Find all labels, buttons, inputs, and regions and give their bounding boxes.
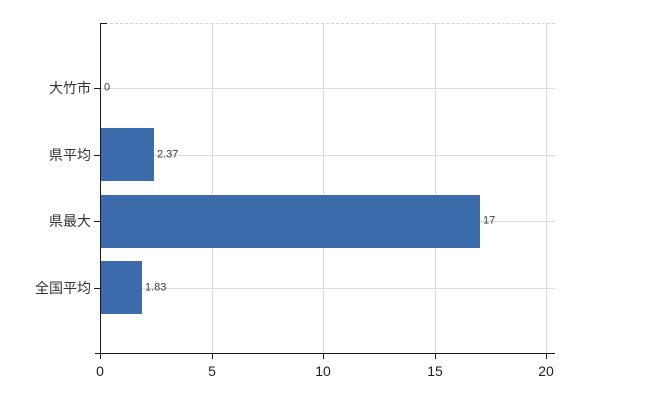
x-tick-label: 0: [96, 363, 104, 379]
x-tick-label: 20: [538, 363, 554, 379]
gridline-v: [435, 23, 436, 353]
value-label: 0: [104, 81, 111, 94]
y-axis-tick: [94, 155, 100, 156]
value-label: 1.83: [145, 281, 167, 294]
x-tick-label: 15: [427, 363, 443, 379]
x-axis-tick: [323, 353, 324, 359]
bar: [101, 128, 154, 181]
x-axis-tick: [212, 353, 213, 359]
y-axis-tick: [94, 221, 100, 222]
y-axis-top-cap: [100, 23, 107, 24]
gridline-h: [100, 155, 555, 156]
category-label: 全国平均: [35, 280, 91, 296]
category-label: 県最大: [49, 213, 91, 229]
y-axis-line: [100, 23, 101, 354]
x-tick-label: 5: [208, 363, 216, 379]
x-tick-label: 10: [315, 363, 331, 379]
x-axis-tick: [100, 353, 101, 359]
x-axis-tick: [435, 353, 436, 359]
bar: [101, 261, 142, 314]
plot-top-border: [100, 23, 555, 24]
value-label: 2.37: [157, 148, 179, 161]
value-label: 17: [483, 214, 496, 227]
gridline-v: [212, 23, 213, 353]
gridline-v: [546, 23, 547, 353]
bar: [101, 195, 480, 248]
gridline-h: [100, 288, 555, 289]
y-axis-tick: [94, 288, 100, 289]
category-label: 大竹市: [49, 80, 91, 96]
category-label: 県平均: [49, 147, 91, 163]
x-axis-tick: [546, 353, 547, 359]
gridline-h: [100, 88, 555, 89]
y-axis-tick: [94, 88, 100, 89]
plot-area: 0 2.37 17 1.83 0 5 10 15 20: [94, 23, 555, 378]
gridline-v: [323, 23, 324, 353]
x-axis-line: [95, 353, 555, 354]
